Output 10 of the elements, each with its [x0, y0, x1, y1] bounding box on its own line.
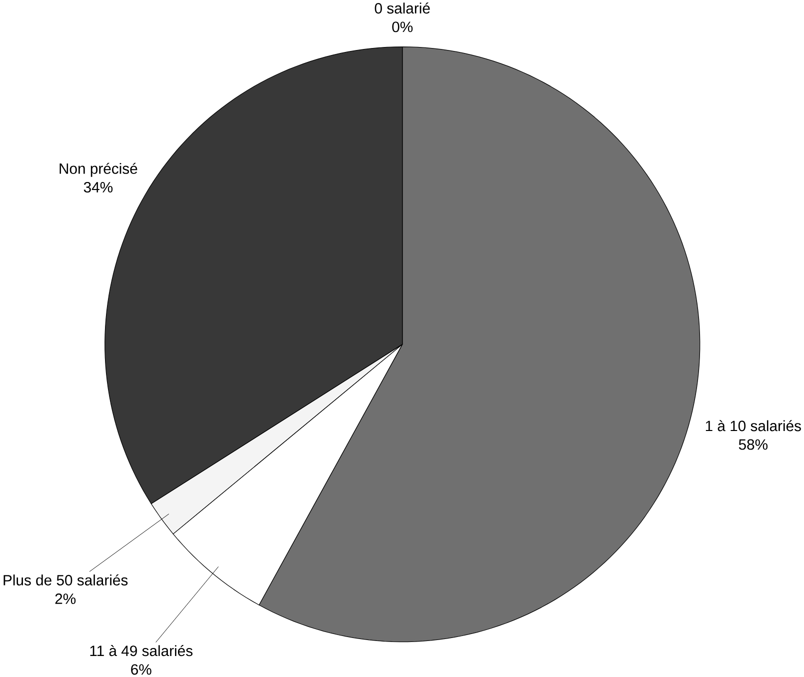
text: 0%: [392, 22, 413, 32]
slice-label: Plus de 50 salariés: [4, 574, 128, 586]
data-label: 6%: [131, 664, 152, 675]
data-label: 34%: [84, 182, 113, 192]
data-label: 2%: [55, 593, 76, 604]
slice-label: 11 à 49 salariés: [90, 644, 192, 656]
data-label: 58%: [738, 439, 768, 450]
slice-label: 1 à 10 salariés: [706, 420, 801, 432]
category-label: 0 salarié: [374, 2, 430, 14]
slice-label: Non précisé: [60, 162, 138, 177]
